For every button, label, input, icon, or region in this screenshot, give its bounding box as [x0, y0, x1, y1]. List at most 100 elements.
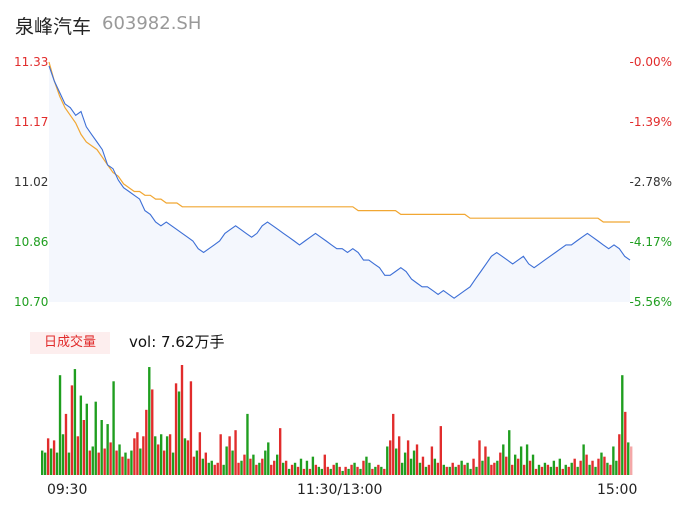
volume-bar [267, 442, 270, 475]
volume-bar [490, 464, 493, 475]
volume-bar [46, 438, 50, 475]
volume-bar [252, 454, 255, 475]
volume-bar [439, 426, 442, 475]
volume-bar [528, 460, 532, 475]
volume-bar [329, 468, 332, 475]
stock-name: 泉峰汽车 [15, 16, 92, 38]
volume-bar [546, 464, 550, 475]
volume-bar [594, 466, 597, 475]
volume-bar [195, 450, 199, 475]
y-tick-right-2: -1.39% [629, 115, 672, 129]
volume-bar [627, 442, 630, 475]
volume-bar [165, 436, 169, 475]
volume-bar [558, 458, 561, 475]
volume-bar [579, 460, 582, 475]
volume-bar [555, 466, 559, 475]
volume-bar [64, 413, 68, 475]
volume-bar [418, 462, 422, 475]
volume-bar [237, 462, 240, 475]
volume-bar [365, 456, 368, 475]
volume-bar [353, 462, 356, 475]
volume-bar [415, 444, 419, 475]
volume-bar [609, 464, 612, 475]
volume-bar [240, 460, 243, 475]
volume-bar [162, 450, 166, 475]
volume-bar [73, 369, 77, 475]
volume-bar [335, 462, 338, 475]
volume-bar [368, 462, 371, 475]
volume-bar [216, 462, 219, 475]
volume-bar [543, 462, 547, 475]
volume-bar [540, 466, 544, 475]
volume-bar [362, 460, 365, 475]
volume-bar [180, 365, 184, 475]
price-line [48, 65, 631, 299]
volume-bar [552, 460, 556, 475]
volume-bar [516, 458, 520, 475]
volume-bar [445, 466, 448, 475]
volume-bar [264, 450, 267, 475]
volume-bar [525, 444, 529, 475]
volume-bar [499, 452, 502, 475]
volume-bar [281, 462, 285, 475]
volume-bar [133, 438, 136, 475]
volume-bar [121, 456, 124, 475]
volume-bar [502, 444, 505, 475]
volume-bar [213, 464, 216, 475]
volume-bar [505, 456, 508, 475]
volume-bar [630, 446, 633, 475]
volume-bar [534, 468, 538, 475]
volume-bar [145, 409, 148, 475]
volume-bar [201, 458, 205, 475]
volume-bar [442, 464, 445, 475]
volume-bar [624, 411, 627, 475]
volume-bar [618, 434, 621, 475]
volume-bar [386, 446, 389, 475]
volume-bar [597, 458, 600, 475]
x-tick-mid: 11:30/13:00 [297, 482, 383, 498]
volume-bar [154, 436, 157, 475]
volume-bar [276, 454, 279, 475]
volume-bar [186, 440, 190, 475]
y-tick-left-5: 10.70 [14, 295, 49, 309]
volume-bar [460, 460, 463, 475]
volume-bar [249, 458, 252, 475]
volume-bar [603, 456, 606, 475]
y-tick-left-2: 11.17 [14, 115, 49, 129]
volume-bar [112, 381, 115, 475]
volume-bar [606, 462, 609, 475]
volume-bar [49, 448, 53, 475]
volume-bar [549, 466, 553, 475]
volume-bar [395, 448, 398, 475]
volume-bar [591, 460, 594, 475]
volume-bar [487, 456, 490, 475]
volume-bar [615, 460, 618, 475]
volume-bar [183, 438, 187, 475]
volume-bar [392, 413, 395, 475]
volume-bar [41, 450, 44, 475]
volume-bar [67, 452, 71, 475]
volume-bar [570, 462, 573, 475]
volume-bar [52, 440, 56, 475]
volume-bar [469, 468, 472, 475]
volume-bar [508, 430, 511, 475]
volume-bar [151, 389, 154, 475]
volume-bar [130, 450, 133, 475]
volume-bar [305, 460, 309, 475]
volume-bar [296, 466, 300, 475]
y-tick-right-3: -2.78% [629, 175, 672, 189]
volume-bar [582, 444, 585, 475]
volume-bar [519, 446, 523, 475]
volume-bar [124, 452, 127, 475]
volume-bar [400, 462, 404, 475]
volume-bar [174, 383, 178, 475]
volume-bar [79, 395, 83, 475]
volume-bar [115, 450, 118, 475]
volume-bar [258, 462, 261, 475]
volume-bar [356, 466, 359, 475]
y-tick-left-3: 11.02 [14, 175, 49, 189]
volume-bar [177, 391, 181, 475]
volume-bar [478, 440, 481, 475]
volume-bar [409, 458, 413, 475]
volume-bar [97, 452, 100, 475]
